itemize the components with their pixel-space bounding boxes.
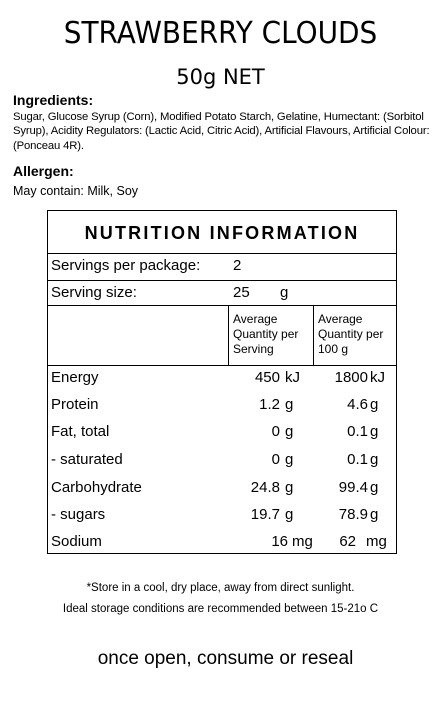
column-divider <box>313 305 314 365</box>
ingredients-text: Sugar, Glucose Syrup (Corn), Modified Po… <box>13 111 430 152</box>
nutrient-serving-value: 0 <box>271 451 280 468</box>
servings-value: 2 <box>233 257 242 274</box>
nutrient-name: Carbohydrate <box>51 479 142 496</box>
nutrient-serving-unit: g <box>285 479 294 496</box>
nutrient-100g-unit: g <box>370 479 379 496</box>
nutrient-name: - sugars <box>51 506 106 523</box>
nutrient-100g-unit: g <box>370 396 379 413</box>
nutrient-name: Fat, total <box>51 423 110 440</box>
nutrition-heading: NUTRITION INFORMATION <box>84 223 360 243</box>
nutrient-100g-value: 99.4 <box>338 479 368 496</box>
nutrition-panel: NUTRITION INFORMATION Servings per packa… <box>47 210 397 554</box>
nutrient-serving-value: 19.7 <box>250 506 280 523</box>
storage-note: *Store in a cool, dry place, away from d… <box>86 582 355 594</box>
serving-size-value: 25 <box>233 284 250 301</box>
divider <box>48 305 396 306</box>
divider <box>48 280 396 281</box>
servings-label: Servings per package: <box>51 257 201 274</box>
nutrient-name: Sodium <box>51 533 102 550</box>
column-header-100g: Average Quantity per 100 g <box>318 312 384 356</box>
nutrient-name: - saturated <box>51 451 123 468</box>
nutrient-serving-unit: mg <box>292 533 313 550</box>
net-weight: 50g NET <box>176 65 265 89</box>
nutrient-serving-value: 0 <box>271 423 280 440</box>
reseal-note: once open, consume or reseal <box>97 648 354 669</box>
nutrient-100g-value: 1800 <box>334 369 368 386</box>
nutrient-name: Energy <box>51 369 99 386</box>
nutrient-100g-value: 0.1 <box>347 451 368 468</box>
nutrient-100g-value: 78.9 <box>338 506 368 523</box>
nutrient-name: Protein <box>51 396 99 413</box>
nutrient-serving-unit: g <box>285 423 294 440</box>
nutrient-serving-unit: g <box>285 451 294 468</box>
nutrient-serving-value: 1.2 <box>259 396 280 413</box>
nutrient-serving-value: 16 <box>271 533 288 550</box>
storage-conditions: Ideal storage conditions are recommended… <box>62 603 379 615</box>
nutrient-serving-value: 450 <box>254 369 280 386</box>
serving-size-unit: g <box>280 284 289 301</box>
nutrient-100g-value: 0.1 <box>347 423 368 440</box>
nutrient-serving-unit: g <box>285 396 294 413</box>
allergen-heading: Allergen: <box>13 163 74 179</box>
column-header-serving: Average Quantity per Serving <box>233 312 299 356</box>
nutrient-100g-value: 4.6 <box>347 396 368 413</box>
allergen-text: May contain: Milk, Soy <box>13 184 139 198</box>
nutrient-serving-value: 24.8 <box>250 479 280 496</box>
nutrient-100g-value: 62 <box>339 533 356 550</box>
serving-size-label: Serving size: <box>51 284 137 301</box>
product-title: STRAWBERRY CLOUDS <box>63 16 378 51</box>
nutrient-100g-unit: g <box>370 451 379 468</box>
divider <box>48 365 396 366</box>
nutrient-100g-unit: g <box>370 506 379 523</box>
nutrient-serving-unit: g <box>285 506 294 523</box>
nutrient-100g-unit: kJ <box>370 369 385 386</box>
divider <box>48 253 396 254</box>
column-divider <box>228 305 229 365</box>
nutrient-serving-unit: kJ <box>285 369 300 386</box>
ingredients-heading: Ingredients: <box>13 92 94 108</box>
nutrient-100g-unit: g <box>370 423 379 440</box>
nutrient-100g-unit: mg <box>366 533 387 550</box>
